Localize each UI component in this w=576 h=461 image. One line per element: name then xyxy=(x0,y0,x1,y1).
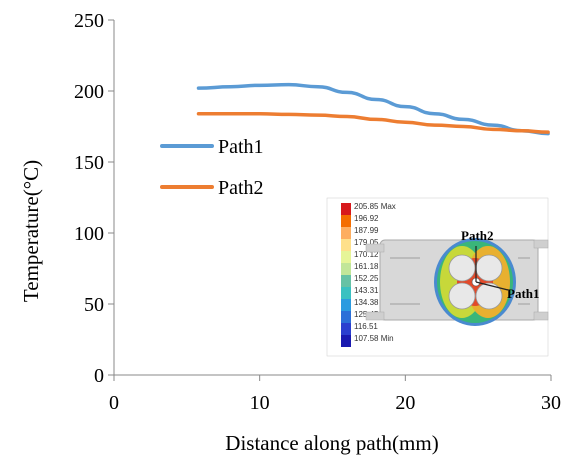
y-axis-label: Temperature(°C) xyxy=(19,160,43,302)
colorbar-label: 205.85 Max xyxy=(354,202,396,211)
x-tick-label: 30 xyxy=(541,392,561,414)
y-tick-label: 150 xyxy=(74,152,104,174)
colorbar-label: 161.18 xyxy=(354,262,379,271)
inset-path1-label: Path1 xyxy=(507,286,540,301)
part-model xyxy=(365,238,549,326)
y-tick-label: 0 xyxy=(94,365,104,387)
colorbar-label: 152.25 xyxy=(354,274,379,283)
colorbar-label: 179.05 xyxy=(354,238,379,247)
inset-contour-image: 205.85 Max 196.92 187.99 179.05 170.12 161.18… xyxy=(326,197,549,357)
x-tick-label: 20 xyxy=(395,392,415,414)
colorbar-segment xyxy=(341,227,351,239)
y-tick-label: 100 xyxy=(74,223,104,245)
colorbar-segment xyxy=(341,335,351,347)
y-tick-label: 50 xyxy=(84,294,104,316)
colorbar-segment xyxy=(341,287,351,299)
colorbar-segment xyxy=(341,215,351,227)
colorbar-segment xyxy=(341,263,351,275)
colorbar-segment xyxy=(341,251,351,263)
series-layer xyxy=(196,82,550,136)
colorbar-label: 170.12 xyxy=(354,250,379,259)
y-tick-label: 200 xyxy=(74,81,104,103)
y-axis-ticks: 0 50 100 150 200 250 xyxy=(74,10,114,387)
colorbar-segment xyxy=(341,311,351,323)
colorbar-label: 107.58 Min xyxy=(354,334,394,343)
colorbar-label: 196.92 xyxy=(354,214,379,223)
x-tick-label: 10 xyxy=(250,392,270,414)
inset-path2-label: Path2 xyxy=(461,228,494,243)
colorbar-label: 143.31 xyxy=(354,286,379,295)
path1-marker-line xyxy=(475,281,509,291)
y-tick-label: 250 xyxy=(74,10,104,32)
colorbar-segment xyxy=(341,239,351,251)
legend: Path1 Path2 xyxy=(160,136,264,199)
colorbar-label: 116.51 xyxy=(354,322,378,331)
colorbar-label: 187.99 xyxy=(354,226,379,235)
colorbar-segment xyxy=(341,203,351,215)
series-line-path1 xyxy=(196,82,550,136)
colorbar-segment xyxy=(341,323,351,335)
colorbar-label: 134.38 xyxy=(354,298,379,307)
x-axis-label: Distance along path(mm) xyxy=(225,431,438,455)
x-tick-label: 0 xyxy=(109,392,119,414)
series-line-path2 xyxy=(196,111,550,134)
legend-label-path2: Path2 xyxy=(218,177,264,199)
plot-area: 0 50 100 150 200 250 0 10 20 30 xyxy=(74,10,561,414)
colorbar-segment xyxy=(341,275,351,287)
inset-colorbar: 205.85 Max 196.92 187.99 179.05 170.12 161.18… xyxy=(341,202,396,347)
legend-label-path1: Path1 xyxy=(218,136,264,158)
colorbar-segment xyxy=(341,299,351,311)
x-axis-ticks: 0 10 20 30 xyxy=(109,375,561,414)
